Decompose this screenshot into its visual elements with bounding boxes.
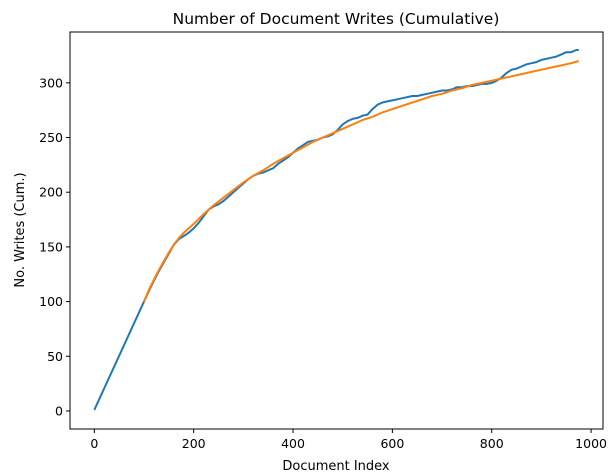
y-tick-label: 200 <box>39 185 63 200</box>
series-layer <box>93 49 579 411</box>
x-tick-label: 600 <box>380 436 404 451</box>
y-tick-label: 150 <box>39 239 63 254</box>
x-axis-label: Document Index <box>282 459 390 474</box>
x-tick-label: 400 <box>281 436 305 451</box>
y-tick-label: 50 <box>47 349 63 364</box>
series-line-2 <box>143 60 579 302</box>
y-tick-label: 100 <box>39 294 63 309</box>
axis-layer: 0 200 400 600 800 1000 0 50 100 150 200 250 300 <box>39 75 607 451</box>
chart-title: Number of Document Writes (Cumulative) <box>173 10 500 28</box>
x-tick-label: 1000 <box>575 436 607 451</box>
y-axis-label: No. Writes (Cum.) <box>13 172 28 287</box>
x-tick-label: 800 <box>480 436 504 451</box>
series-line-1 <box>93 49 579 411</box>
y-tick-label: 0 <box>55 403 63 418</box>
y-tick-label: 250 <box>39 130 63 145</box>
plot-frame <box>69 31 604 430</box>
x-tick-label: 0 <box>90 436 98 451</box>
x-tick-label: 200 <box>182 436 206 451</box>
y-tick-label: 300 <box>39 75 63 90</box>
